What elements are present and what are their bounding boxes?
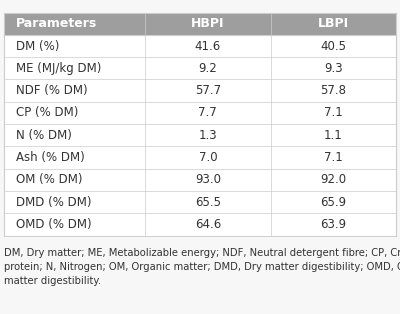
Text: 9.2: 9.2 bbox=[198, 62, 217, 75]
Text: 57.8: 57.8 bbox=[320, 84, 346, 97]
Text: OM (% DM): OM (% DM) bbox=[16, 173, 82, 186]
Bar bbox=[4, 79, 396, 102]
Text: 1.3: 1.3 bbox=[198, 129, 217, 142]
Text: N (% DM): N (% DM) bbox=[16, 129, 72, 142]
Bar bbox=[4, 57, 396, 79]
Text: ME (MJ/kg DM): ME (MJ/kg DM) bbox=[16, 62, 101, 75]
Text: 1.1: 1.1 bbox=[324, 129, 343, 142]
Bar bbox=[4, 191, 396, 213]
Bar bbox=[4, 13, 145, 35]
Text: 63.9: 63.9 bbox=[320, 218, 346, 231]
Bar bbox=[4, 169, 396, 191]
Text: LBPI: LBPI bbox=[318, 17, 349, 30]
Bar bbox=[4, 146, 396, 169]
Bar bbox=[4, 124, 396, 146]
Text: DMD (% DM): DMD (% DM) bbox=[16, 196, 92, 208]
Text: 7.1: 7.1 bbox=[324, 106, 343, 119]
Text: 40.5: 40.5 bbox=[320, 40, 346, 52]
Text: 93.0: 93.0 bbox=[195, 173, 221, 186]
Text: Parameters: Parameters bbox=[16, 17, 97, 30]
Text: HBPI: HBPI bbox=[191, 17, 224, 30]
Text: 92.0: 92.0 bbox=[320, 173, 346, 186]
Text: 7.0: 7.0 bbox=[198, 151, 217, 164]
Text: 65.9: 65.9 bbox=[320, 196, 346, 208]
Bar bbox=[4, 213, 396, 236]
Text: 41.6: 41.6 bbox=[195, 40, 221, 52]
Text: 64.6: 64.6 bbox=[195, 218, 221, 231]
Text: DM, Dry matter; ME, Metabolizable energy; NDF, Neutral detergent fibre; CP, Crud: DM, Dry matter; ME, Metabolizable energy… bbox=[4, 248, 400, 286]
Text: 9.3: 9.3 bbox=[324, 62, 342, 75]
Text: 7.1: 7.1 bbox=[324, 151, 343, 164]
Bar bbox=[145, 13, 270, 35]
Text: 65.5: 65.5 bbox=[195, 196, 221, 208]
Text: Ash (% DM): Ash (% DM) bbox=[16, 151, 85, 164]
Text: 7.7: 7.7 bbox=[198, 106, 217, 119]
Bar bbox=[4, 102, 396, 124]
Text: 57.7: 57.7 bbox=[195, 84, 221, 97]
Bar bbox=[4, 35, 396, 57]
Text: DM (%): DM (%) bbox=[16, 40, 59, 52]
Text: OMD (% DM): OMD (% DM) bbox=[16, 218, 92, 231]
Bar bbox=[270, 13, 396, 35]
Text: CP (% DM): CP (% DM) bbox=[16, 106, 78, 119]
Text: NDF (% DM): NDF (% DM) bbox=[16, 84, 88, 97]
